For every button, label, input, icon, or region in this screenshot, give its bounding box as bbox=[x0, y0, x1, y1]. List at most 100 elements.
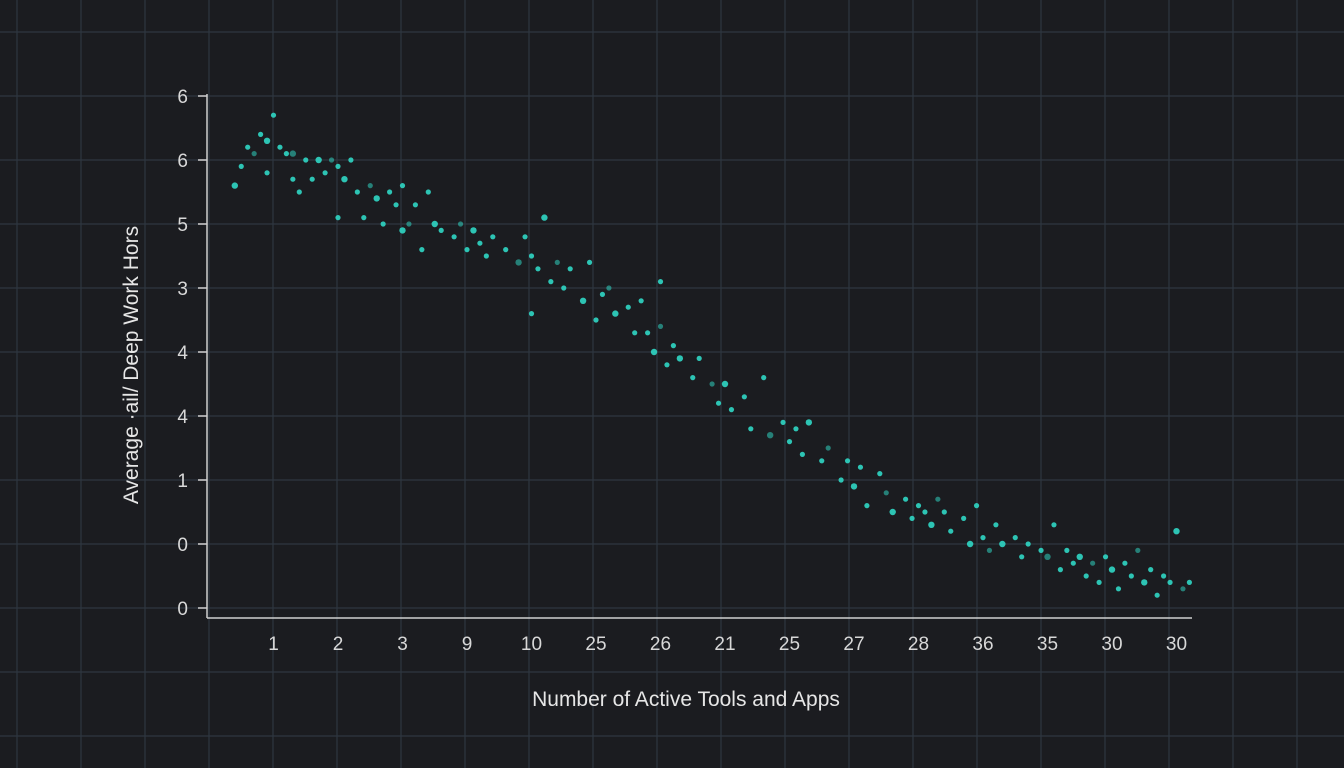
data-point bbox=[1057, 567, 1063, 573]
data-point bbox=[1038, 547, 1044, 554]
data-point bbox=[715, 400, 722, 406]
data-point bbox=[948, 528, 954, 534]
data-point bbox=[490, 234, 496, 240]
data-point bbox=[270, 112, 277, 118]
data-point bbox=[561, 285, 567, 291]
data-point bbox=[638, 298, 644, 304]
x-ticks: 1 2 3 9 10 25 26 21 25 27 28 36 35 30 30 bbox=[268, 634, 1187, 655]
x-tick-label: 25 bbox=[585, 634, 606, 655]
data-point bbox=[296, 189, 302, 195]
data-point bbox=[528, 311, 535, 317]
data-point bbox=[825, 445, 831, 451]
x-tick-label: 3 bbox=[397, 634, 408, 655]
data-point bbox=[464, 247, 470, 253]
data-point bbox=[664, 362, 670, 368]
data-point bbox=[1025, 541, 1031, 547]
data-point bbox=[1019, 554, 1025, 560]
data-point bbox=[728, 407, 735, 413]
data-point bbox=[290, 176, 296, 182]
data-point bbox=[670, 343, 677, 349]
data-point bbox=[864, 503, 870, 509]
data-point bbox=[1051, 522, 1057, 528]
data-point bbox=[805, 419, 813, 426]
x-tick-label: 10 bbox=[521, 634, 542, 655]
data-point bbox=[1096, 579, 1102, 586]
data-point bbox=[1141, 579, 1148, 586]
data-point bbox=[483, 253, 489, 259]
data-point bbox=[399, 227, 406, 234]
data-point bbox=[850, 483, 858, 490]
data-point bbox=[632, 330, 638, 336]
data-point bbox=[1148, 567, 1154, 573]
data-point bbox=[650, 348, 658, 356]
data-point bbox=[586, 259, 593, 265]
y-ticks: 0 0 1 4 4 3 5 6 6 bbox=[177, 87, 207, 620]
data-point bbox=[419, 247, 425, 253]
x-tick-label: 30 bbox=[1166, 634, 1187, 655]
data-point bbox=[289, 150, 297, 157]
data-point bbox=[889, 508, 896, 516]
y-tick-label: 4 bbox=[177, 407, 188, 428]
data-point bbox=[567, 266, 573, 272]
data-point bbox=[883, 490, 889, 496]
x-tick-label: 1 bbox=[268, 634, 279, 655]
data-point bbox=[309, 176, 315, 182]
data-point bbox=[322, 170, 328, 176]
data-point bbox=[709, 381, 715, 387]
data-point bbox=[928, 521, 935, 528]
y-tick-label: 0 bbox=[177, 599, 188, 620]
data-point bbox=[348, 157, 354, 163]
data-point bbox=[361, 215, 367, 221]
data-point bbox=[231, 182, 238, 189]
data-point bbox=[606, 285, 612, 291]
data-point bbox=[966, 540, 974, 548]
data-point bbox=[541, 214, 548, 221]
data-point bbox=[973, 503, 980, 509]
x-tick-label: 26 bbox=[650, 634, 671, 655]
data-point bbox=[1154, 592, 1160, 598]
data-point bbox=[1186, 579, 1192, 586]
x-tick-label: 25 bbox=[779, 634, 800, 655]
data-point bbox=[838, 477, 844, 483]
data-point bbox=[993, 522, 999, 528]
data-point bbox=[645, 330, 651, 336]
data-point bbox=[579, 297, 587, 304]
data-point bbox=[877, 471, 883, 477]
data-points bbox=[231, 112, 1192, 598]
data-point bbox=[263, 137, 271, 144]
data-point bbox=[786, 439, 793, 445]
data-point bbox=[857, 464, 864, 470]
data-point bbox=[1102, 554, 1109, 560]
x-tick-label: 9 bbox=[462, 634, 473, 655]
data-point bbox=[412, 202, 418, 208]
data-point bbox=[766, 432, 774, 439]
data-point bbox=[1044, 553, 1051, 560]
axes bbox=[206, 94, 1192, 619]
data-point bbox=[393, 202, 399, 208]
data-point bbox=[676, 355, 684, 362]
data-point bbox=[535, 266, 541, 272]
data-point bbox=[748, 426, 754, 432]
data-point bbox=[528, 253, 535, 259]
data-point bbox=[1064, 547, 1070, 554]
data-point bbox=[1167, 579, 1173, 586]
x-tick-label: 27 bbox=[843, 634, 864, 655]
data-point bbox=[593, 317, 599, 323]
data-point bbox=[238, 163, 244, 169]
x-tick-label: 30 bbox=[1101, 634, 1122, 655]
data-point bbox=[503, 247, 509, 253]
data-point bbox=[780, 419, 786, 425]
data-point bbox=[690, 375, 696, 381]
data-point bbox=[625, 304, 631, 310]
y-tick-label: 1 bbox=[177, 471, 188, 492]
data-point bbox=[283, 151, 289, 157]
data-point bbox=[1090, 560, 1096, 566]
data-point bbox=[328, 157, 335, 163]
data-point bbox=[819, 458, 825, 464]
data-point bbox=[961, 515, 967, 522]
data-point bbox=[741, 394, 747, 400]
data-point bbox=[554, 259, 560, 265]
data-point bbox=[986, 547, 993, 554]
data-point bbox=[341, 176, 348, 183]
